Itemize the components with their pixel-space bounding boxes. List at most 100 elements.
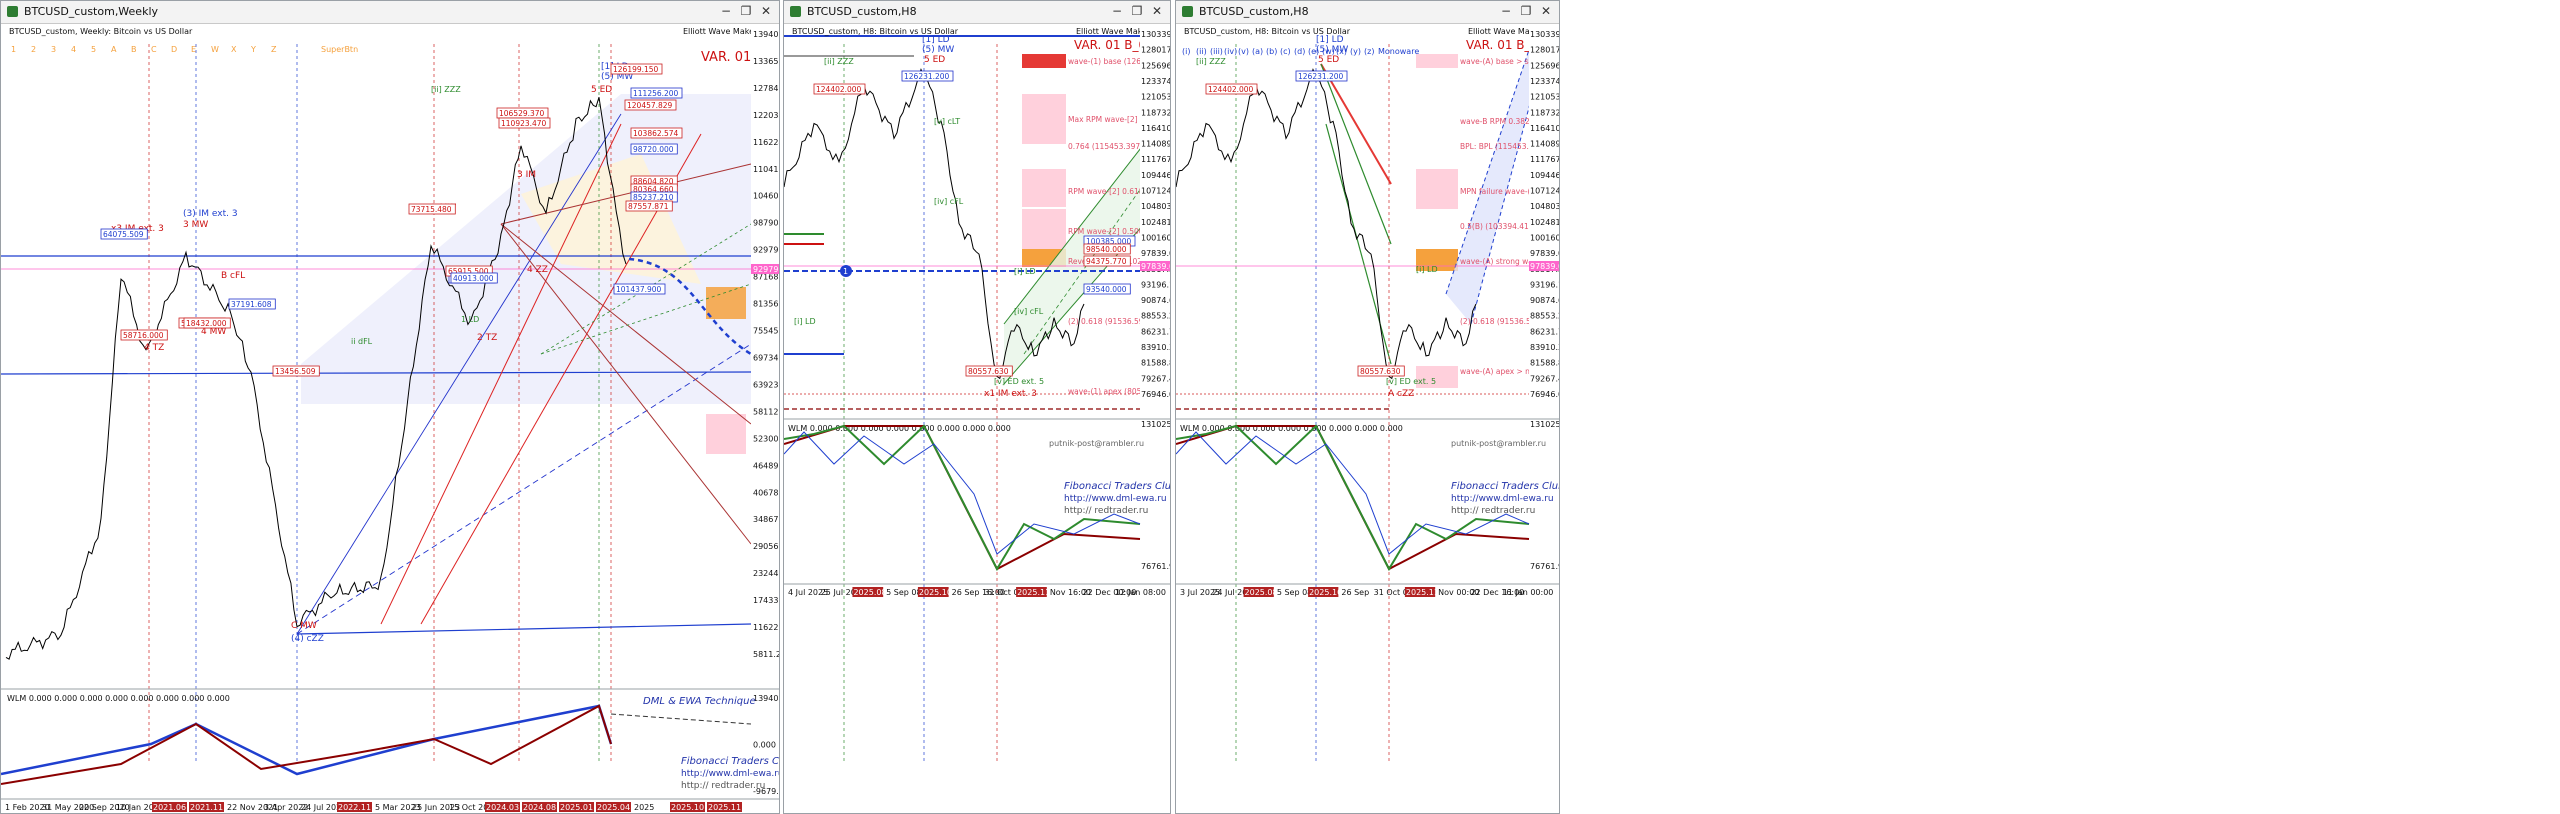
close-button[interactable]: ✕ [1540, 4, 1552, 18]
weekly-chart-svg[interactable]: BTCUSD_custom, Weekly: Bitcoin vs US Dol… [1, 24, 779, 813]
blue-channel-shade [1446, 44, 1546, 324]
watermark-url2: http:// redtrader.ru [1064, 506, 1148, 516]
price-tick: 79267.451 [1530, 374, 1559, 383]
date-tick: 5 Sep 08:00 [886, 588, 934, 597]
wave-row-item[interactable]: (iii) [1210, 47, 1223, 56]
oscillator-label: WLM 0.000 0.000 0.000 0.000 0.000 0.000 … [1180, 424, 1403, 433]
price-tick: 97839.019 [1141, 249, 1170, 258]
wave-row-item[interactable]: D [171, 45, 177, 54]
wave-row-toolbar[interactable]: 1 2 3 4 5 A B C D E W X Y Z [11, 45, 277, 54]
maximize-button[interactable]: ❐ [1520, 4, 1532, 18]
wave-row-item[interactable]: W [211, 45, 219, 54]
zone-labels: wave-(A) base > strong wave wave-B RPM 0.… [1460, 57, 1559, 376]
marker-1[interactable] [840, 265, 852, 277]
wave-label: [1] LD [922, 35, 950, 45]
wave-row-item[interactable]: (a) [1252, 47, 1263, 56]
h8-chart-area-a[interactable]: 1 BTCUSD_custom, H8: Bitcoin vs US Dolla… [784, 24, 1170, 813]
chart-window-h8-a[interactable]: BTCUSD_custom,H8 − ❐ ✕ [783, 0, 1171, 814]
price-tick: 98790.605 [753, 219, 779, 228]
maximize-button[interactable]: ❐ [1131, 4, 1143, 18]
pink-zone-box [1416, 366, 1458, 388]
wave-row-item[interactable]: (ii) [1196, 47, 1207, 56]
oscillator-tick: 131025.925 [1141, 420, 1170, 429]
close-button[interactable]: ✕ [760, 4, 772, 18]
price-box [1205, 83, 1258, 95]
chart-window-weekly[interactable]: BTCUSD_custom,Weekly − ❐ ✕ [0, 0, 780, 814]
wave-row-item[interactable]: 4 [71, 45, 76, 54]
price-tick: 110413.029 [753, 165, 779, 174]
price-axis [1140, 24, 1170, 424]
wave-label: (5) MW [601, 72, 633, 82]
wave-row-item[interactable]: X [231, 45, 237, 54]
h8-chart-svg-a[interactable]: 1 BTCUSD_custom, H8: Bitcoin vs US Dolla… [784, 24, 1170, 813]
wave-row-toolbar[interactable]: (i) (ii) (iii) (iv) (v) (a) (b) (c) (d) (e) (w) (x)… [1182, 47, 1419, 56]
date-tick: 2021.11.10 00:00 [190, 803, 261, 812]
date-tick: 25 Jun 2023 [412, 803, 460, 812]
oscillator-tick: 76761.905 [1530, 562, 1559, 571]
window-titlebar[interactable]: BTCUSD_custom,H8 − ❐ ✕ [1176, 1, 1559, 24]
wave-label: ii dFL [351, 337, 373, 346]
wave-row-item[interactable]: (w) [1322, 47, 1335, 56]
oscillator-axis-ticks: 139409.809 0.000 -9679.89 [753, 694, 779, 796]
close-button[interactable]: ✕ [1151, 4, 1163, 18]
price-tick: 130339.263 [1141, 30, 1170, 39]
price-box-label: 87557.871 [628, 202, 669, 211]
maximize-button[interactable]: ❐ [740, 4, 752, 18]
wave-row-item[interactable]: 1 [11, 45, 16, 54]
watermark-club: Fibonacci Traders Club [1064, 481, 1170, 492]
wave-row-item[interactable]: (x) [1336, 47, 1347, 56]
current-price-marker [1529, 261, 1559, 271]
window-titlebar[interactable]: BTCUSD_custom,Weekly − ❐ ✕ [1, 1, 779, 24]
h8-chart-area-b[interactable]: BTCUSD_custom, H8: Bitcoin vs US Dollar … [1176, 24, 1559, 813]
chart-window-h8-b[interactable]: BTCUSD_custom,H8 − ❐ ✕ [1175, 0, 1560, 814]
wave-row-item[interactable]: Monoware [1378, 47, 1419, 56]
window-titlebar[interactable]: BTCUSD_custom,H8 − ❐ ✕ [784, 1, 1170, 24]
date-highlight [189, 802, 224, 812]
trend-line [380, 123, 622, 625]
oscillator-axis-ticks: 131025.925 76761.905 [1530, 420, 1559, 571]
wave-row-item[interactable]: A [111, 45, 117, 54]
wave-row-item[interactable]: (v) [1238, 47, 1249, 56]
trend-line [296, 623, 752, 635]
wave-row-item[interactable]: (z) [1364, 47, 1374, 56]
wave-row-item[interactable]: (iv) [1224, 47, 1237, 56]
price-tick: 122035.463 [753, 111, 779, 120]
price-tick: 11622.425 [753, 623, 779, 632]
wave-row-item[interactable]: Y [250, 45, 256, 54]
zone-label: wave-B RPM 0.382/0.5... [1460, 117, 1551, 126]
wave-row-item[interactable]: 3 [51, 45, 56, 54]
h8-chart-svg-b[interactable]: BTCUSD_custom, H8: Bitcoin vs US Dollar … [1176, 24, 1559, 813]
wave-row-item[interactable]: 2 [31, 45, 36, 54]
wave-label: [iv] cFL [1014, 307, 1044, 316]
date-tick: 12 Jan 08:00 [1115, 588, 1166, 597]
wave-row-item[interactable]: Z [271, 45, 277, 54]
wave-row-item[interactable]: (e) [1308, 47, 1319, 56]
oscillator-line-green [784, 424, 1141, 572]
price-box [100, 228, 148, 240]
wave-row-item[interactable]: (d) [1294, 47, 1305, 56]
watermark-url2: http:// redtrader.ru [1451, 506, 1535, 516]
wave-row-item[interactable]: (b) [1266, 47, 1277, 56]
minimize-button[interactable]: − [1500, 4, 1512, 18]
price-box-label: 101437.900 [616, 285, 662, 294]
price-tick: 116410.587 [1141, 124, 1170, 133]
price-box [813, 83, 866, 95]
minimize-button[interactable]: − [1111, 4, 1123, 18]
price-tick: 86231.789 [1141, 327, 1170, 336]
price-tick: 107124.803 [1141, 187, 1170, 196]
wave-row-item[interactable]: (y) [1350, 47, 1361, 56]
price-box-label: 100385.000 [1086, 237, 1132, 246]
wave-row-item[interactable]: C [151, 45, 157, 54]
date-tick: 22 Dec 16:00 [1470, 588, 1524, 597]
price-tick: 130339.263 [1530, 30, 1559, 39]
price-tick: 121053.479 [1530, 93, 1559, 102]
super-button-label[interactable]: SuperBtn [321, 45, 358, 54]
wave-row-item[interactable]: 5 [91, 45, 96, 54]
wave-row-item[interactable]: (i) [1182, 47, 1190, 56]
weekly-chart-area[interactable]: BTCUSD_custom, Weekly: Bitcoin vs US Dol… [1, 24, 779, 813]
wave-row-item[interactable]: E [191, 45, 196, 54]
wave-row-item[interactable]: (c) [1280, 47, 1291, 56]
minimize-button[interactable]: − [720, 4, 732, 18]
price-boxes: 126231.200 124402.000 80557.630 [1205, 70, 1405, 377]
wave-row-item[interactable]: B [131, 45, 137, 54]
